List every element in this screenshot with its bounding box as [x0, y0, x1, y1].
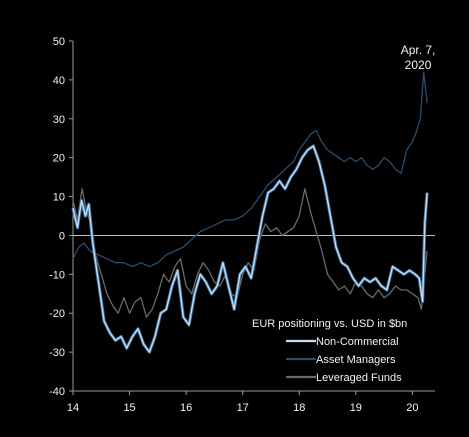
- x-tick-label: 20: [406, 402, 418, 414]
- legend-title: EUR positioning vs. USD in $bn: [252, 318, 407, 330]
- y-tick-label: 40: [53, 75, 65, 87]
- annotation-group: Apr. 7, 2020: [401, 43, 436, 72]
- y-tick-label: 30: [53, 114, 65, 126]
- x-tick-label: 19: [350, 402, 362, 414]
- y-tick-label: -20: [49, 308, 65, 320]
- x-tick-label: 17: [237, 402, 249, 414]
- legend-label-leveraged-funds: Leveraged Funds: [316, 372, 402, 384]
- tick-labels-group: -40 -30 -20 -10 0 10 20 30 40 50 14 15 16 17 18 19 20: [49, 36, 418, 414]
- y-tick-label: -40: [49, 386, 65, 398]
- legend-label-asset-managers: Asset Managers: [316, 354, 396, 366]
- legend-label-non-commercial: Non-Commercial: [316, 336, 399, 348]
- x-tick-label: 18: [293, 402, 305, 414]
- x-tick-label: 14: [67, 402, 79, 414]
- x-tick-label: 16: [180, 402, 192, 414]
- series-group: [71, 71, 429, 354]
- x-tick-label: 15: [123, 402, 135, 414]
- y-tick-label: 0: [59, 230, 65, 242]
- y-tick-label: -10: [49, 269, 65, 281]
- y-tick-label: 20: [53, 153, 65, 165]
- series-line-leveraged-funds: [72, 188, 428, 318]
- y-tick-label: 10: [53, 192, 65, 204]
- series-line-asset-managers: [72, 71, 428, 268]
- y-tick-label: -30: [49, 347, 65, 359]
- series-line-non-commercial: [72, 145, 428, 353]
- annotation-date-line1: Apr. 7,: [401, 43, 436, 57]
- axes-group: [69, 40, 435, 395]
- y-tick-label: 50: [53, 36, 65, 48]
- legend: EUR positioning vs. USD in $bn Non-Comme…: [252, 318, 407, 384]
- annotation-date-line2: 2020: [405, 58, 432, 72]
